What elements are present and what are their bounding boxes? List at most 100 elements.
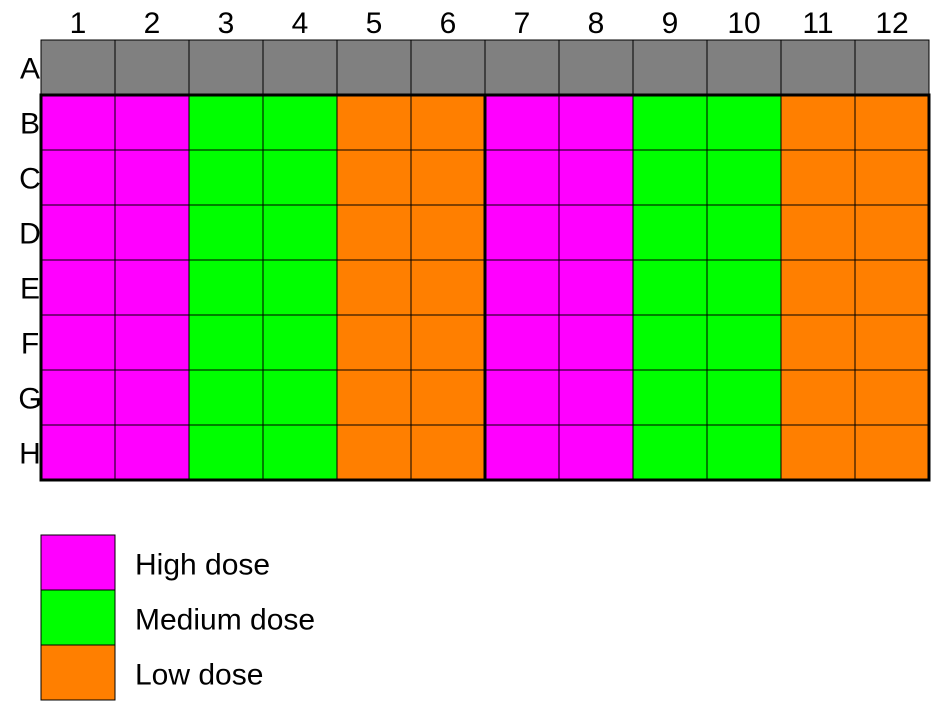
column-label-5: 5 — [366, 7, 383, 40]
well-E9 — [632, 259, 708, 316]
row-label-G: G — [18, 383, 41, 416]
well-B3 — [188, 94, 264, 151]
well-D3 — [188, 204, 264, 261]
well-G4 — [262, 369, 338, 426]
well-B9 — [632, 94, 708, 151]
well-G12 — [854, 369, 930, 426]
well-E7 — [484, 259, 560, 316]
well-B2 — [114, 94, 190, 151]
row-label-H: H — [19, 438, 41, 471]
column-label-12: 12 — [875, 7, 908, 40]
column-label-6: 6 — [440, 7, 457, 40]
well-C1 — [40, 149, 116, 206]
well-H8 — [558, 424, 634, 481]
well-E8 — [558, 259, 634, 316]
well-G5 — [336, 369, 412, 426]
well-H4 — [262, 424, 338, 481]
column-label-10: 10 — [727, 7, 760, 40]
well-H10 — [706, 424, 782, 481]
well-F9 — [632, 314, 708, 371]
well-A12 — [854, 39, 930, 96]
well-C5 — [336, 149, 412, 206]
well-H3 — [188, 424, 264, 481]
well-A11 — [780, 39, 856, 96]
column-label-4: 4 — [292, 7, 309, 40]
well-E4 — [262, 259, 338, 316]
plate-wells — [40, 39, 930, 481]
well-B4 — [262, 94, 338, 151]
well-F1 — [40, 314, 116, 371]
well-F7 — [484, 314, 560, 371]
well-D11 — [780, 204, 856, 261]
well-C9 — [632, 149, 708, 206]
well-F10 — [706, 314, 782, 371]
well-E5 — [336, 259, 412, 316]
well-C10 — [706, 149, 782, 206]
well-E11 — [780, 259, 856, 316]
well-C7 — [484, 149, 560, 206]
column-label-11: 11 — [802, 7, 833, 40]
well-A4 — [262, 39, 338, 96]
well-C4 — [262, 149, 338, 206]
well-F6 — [410, 314, 486, 371]
dose-group-borders — [39, 93, 931, 482]
well-E1 — [40, 259, 116, 316]
well-A5 — [336, 39, 412, 96]
legend-swatch-high — [40, 534, 116, 591]
well-A6 — [410, 39, 486, 96]
well-D4 — [262, 204, 338, 261]
well-D7 — [484, 204, 560, 261]
row-label-F: F — [21, 328, 39, 361]
well-G9 — [632, 369, 708, 426]
well-G3 — [188, 369, 264, 426]
well-E10 — [706, 259, 782, 316]
column-label-7: 7 — [514, 7, 531, 40]
well-E6 — [410, 259, 486, 316]
legend-swatch-medium — [40, 589, 116, 646]
well-H5 — [336, 424, 412, 481]
row-label-C: C — [19, 163, 41, 196]
well-A10 — [706, 39, 782, 96]
well-A1 — [40, 39, 116, 96]
well-F12 — [854, 314, 930, 371]
well-C12 — [854, 149, 930, 206]
well-C11 — [780, 149, 856, 206]
well-D8 — [558, 204, 634, 261]
well-H7 — [484, 424, 560, 481]
well-F4 — [262, 314, 338, 371]
well-H1 — [40, 424, 116, 481]
well-E12 — [854, 259, 930, 316]
well-F3 — [188, 314, 264, 371]
well-C3 — [188, 149, 264, 206]
well-G10 — [706, 369, 782, 426]
well-G11 — [780, 369, 856, 426]
well-B10 — [706, 94, 782, 151]
well-B12 — [854, 94, 930, 151]
well-B8 — [558, 94, 634, 151]
well-B6 — [410, 94, 486, 151]
column-labels: 1 2 3 4 5 6 7 8 9 10 11 12 — [70, 7, 909, 40]
well-D6 — [410, 204, 486, 261]
well-B5 — [336, 94, 412, 151]
well-B11 — [780, 94, 856, 151]
legend-label-medium: Medium dose — [135, 604, 315, 637]
well-G2 — [114, 369, 190, 426]
well-D10 — [706, 204, 782, 261]
well-E3 — [188, 259, 264, 316]
column-label-8: 8 — [588, 7, 605, 40]
well-H2 — [114, 424, 190, 481]
row-label-D: D — [19, 218, 41, 251]
column-label-9: 9 — [662, 7, 679, 40]
well-H6 — [410, 424, 486, 481]
well-D1 — [40, 204, 116, 261]
well-D5 — [336, 204, 412, 261]
well-C2 — [114, 149, 190, 206]
well-C8 — [558, 149, 634, 206]
column-label-2: 2 — [144, 7, 161, 40]
well-C6 — [410, 149, 486, 206]
legend: High dose Medium dose Low dose — [40, 534, 315, 701]
well-G7 — [484, 369, 560, 426]
well-D9 — [632, 204, 708, 261]
well-A7 — [484, 39, 560, 96]
